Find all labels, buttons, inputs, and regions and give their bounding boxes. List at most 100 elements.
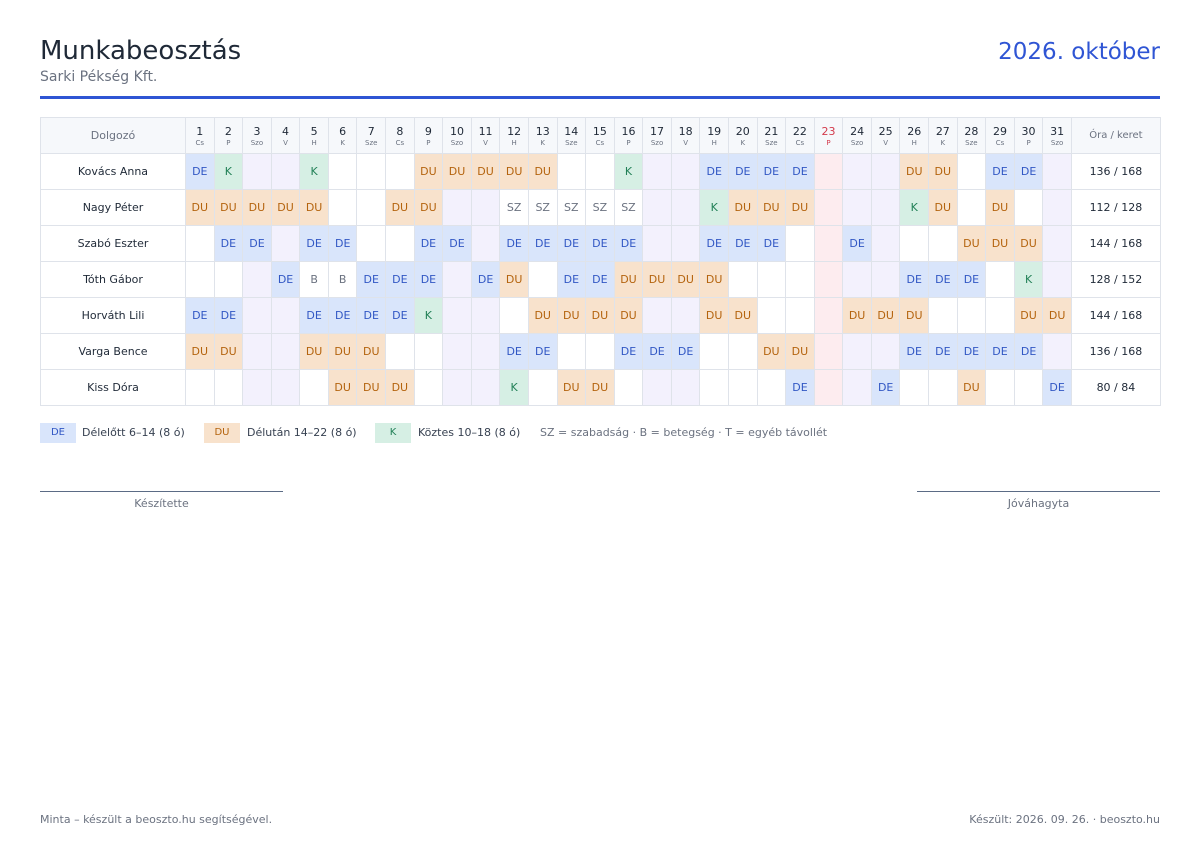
shift-cell[interactable] — [842, 189, 872, 226]
shift-cell[interactable]: DU — [985, 189, 1015, 226]
shift-cell[interactable] — [756, 261, 787, 298]
shift-cell[interactable] — [442, 369, 472, 406]
shift-cell[interactable] — [385, 333, 415, 370]
shift-cell[interactable] — [699, 333, 729, 370]
shift-cell[interactable] — [356, 225, 387, 262]
shift-cell[interactable]: DE — [413, 225, 444, 262]
shift-cell[interactable]: DU — [928, 153, 958, 190]
shift-cell[interactable]: DU — [1013, 297, 1044, 334]
shift-cell[interactable] — [242, 333, 272, 370]
shift-cell[interactable]: DU — [585, 297, 615, 334]
shift-cell[interactable]: DU — [727, 297, 758, 334]
shift-cell[interactable]: DE — [899, 333, 930, 370]
shift-cell[interactable] — [270, 333, 301, 370]
shift-cell[interactable]: DE — [756, 225, 787, 262]
shift-cell[interactable] — [642, 225, 672, 262]
shift-cell[interactable]: DU — [356, 333, 387, 370]
shift-cell[interactable] — [327, 189, 358, 226]
shift-cell[interactable] — [928, 297, 958, 334]
shift-cell[interactable] — [785, 261, 815, 298]
shift-cell[interactable]: DU — [899, 153, 930, 190]
shift-cell[interactable]: DE — [242, 225, 272, 262]
shift-cell[interactable] — [327, 153, 358, 190]
shift-cell[interactable]: DU — [985, 225, 1015, 262]
shift-cell[interactable] — [385, 225, 415, 262]
shift-cell[interactable] — [470, 369, 501, 406]
shift-cell[interactable]: DE — [756, 153, 787, 190]
shift-cell[interactable]: DU — [870, 297, 901, 334]
shift-cell[interactable]: DU — [556, 297, 587, 334]
shift-cell[interactable] — [642, 189, 672, 226]
shift-cell[interactable]: K — [413, 297, 444, 334]
shift-cell[interactable]: DE — [985, 153, 1015, 190]
shift-cell[interactable] — [813, 297, 844, 334]
shift-cell[interactable] — [870, 189, 901, 226]
shift-cell[interactable] — [670, 297, 701, 334]
shift-cell[interactable] — [470, 225, 501, 262]
shift-cell[interactable] — [1013, 369, 1044, 406]
shift-cell[interactable]: DE — [670, 333, 701, 370]
shift-cell[interactable]: DU — [699, 297, 729, 334]
shift-cell[interactable] — [442, 297, 472, 334]
shift-cell[interactable] — [470, 189, 501, 226]
shift-cell[interactable] — [642, 297, 672, 334]
shift-cell[interactable]: DU — [899, 297, 930, 334]
shift-cell[interactable]: DU — [185, 333, 215, 370]
shift-cell[interactable]: DE — [1013, 153, 1044, 190]
shift-cell[interactable] — [242, 261, 272, 298]
shift-cell[interactable]: DU — [642, 261, 672, 298]
shift-cell[interactable] — [270, 369, 301, 406]
shift-cell[interactable] — [899, 369, 930, 406]
shift-cell[interactable]: DE — [556, 261, 587, 298]
shift-cell[interactable] — [956, 189, 987, 226]
shift-cell[interactable]: SZ — [499, 189, 529, 226]
shift-cell[interactable] — [413, 369, 444, 406]
shift-cell[interactable]: DE — [385, 297, 415, 334]
shift-cell[interactable] — [870, 333, 901, 370]
shift-cell[interactable]: DE — [928, 261, 958, 298]
shift-cell[interactable]: DE — [527, 333, 558, 370]
shift-cell[interactable] — [870, 153, 901, 190]
shift-cell[interactable]: DU — [1042, 297, 1072, 334]
shift-cell[interactable]: DU — [928, 189, 958, 226]
shift-cell[interactable] — [670, 225, 701, 262]
shift-cell[interactable] — [556, 333, 587, 370]
shift-cell[interactable] — [727, 261, 758, 298]
shift-cell[interactable] — [1013, 189, 1044, 226]
shift-cell[interactable] — [670, 369, 701, 406]
shift-cell[interactable] — [928, 369, 958, 406]
shift-cell[interactable]: DE — [527, 225, 558, 262]
shift-cell[interactable]: DU — [613, 297, 644, 334]
shift-cell[interactable]: DE — [928, 333, 958, 370]
shift-cell[interactable]: DE — [385, 261, 415, 298]
shift-cell[interactable]: DU — [413, 153, 444, 190]
shift-cell[interactable]: DE — [299, 225, 329, 262]
shift-cell[interactable] — [813, 369, 844, 406]
shift-cell[interactable]: DE — [1013, 333, 1044, 370]
shift-cell[interactable] — [613, 369, 644, 406]
shift-cell[interactable]: DU — [956, 369, 987, 406]
shift-cell[interactable] — [813, 189, 844, 226]
shift-cell[interactable]: DE — [985, 333, 1015, 370]
shift-cell[interactable]: DE — [185, 297, 215, 334]
shift-cell[interactable] — [527, 261, 558, 298]
shift-cell[interactable] — [985, 297, 1015, 334]
shift-cell[interactable] — [842, 333, 872, 370]
shift-cell[interactable] — [270, 297, 301, 334]
shift-cell[interactable]: DE — [213, 297, 244, 334]
shift-cell[interactable] — [270, 225, 301, 262]
shift-cell[interactable]: K — [299, 153, 329, 190]
shift-cell[interactable] — [242, 369, 272, 406]
shift-cell[interactable] — [956, 153, 987, 190]
shift-cell[interactable]: DU — [785, 333, 815, 370]
shift-cell[interactable] — [1042, 261, 1072, 298]
shift-cell[interactable] — [727, 333, 758, 370]
shift-cell[interactable]: SZ — [527, 189, 558, 226]
shift-cell[interactable]: DU — [499, 153, 529, 190]
shift-cell[interactable]: DU — [670, 261, 701, 298]
shift-cell[interactable] — [642, 369, 672, 406]
shift-cell[interactable]: DU — [585, 369, 615, 406]
shift-cell[interactable] — [727, 369, 758, 406]
shift-cell[interactable]: DU — [385, 189, 415, 226]
shift-cell[interactable] — [813, 225, 844, 262]
